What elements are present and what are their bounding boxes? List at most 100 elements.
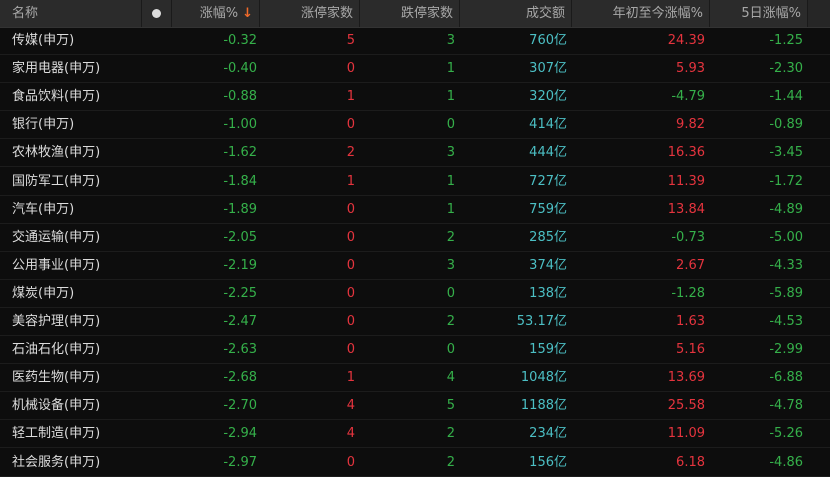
table-row[interactable]: 交通运输(申万) -2.05 0 2 285亿 -0.73 -5.00 bbox=[0, 224, 830, 252]
cell-ytd: 2.67 bbox=[676, 257, 705, 273]
cell-ytd: 1.63 bbox=[676, 314, 705, 329]
cell-turnover: 759亿 bbox=[529, 201, 567, 217]
column-header-dot[interactable] bbox=[142, 0, 172, 27]
cell-up: 0 bbox=[346, 285, 355, 301]
cell-turnover: 760亿 bbox=[529, 33, 567, 48]
cell-turnover: 1188亿 bbox=[520, 398, 567, 414]
cell-up: 1 bbox=[346, 370, 355, 386]
cell-up: 4 bbox=[346, 398, 355, 414]
header-label: 涨停家数 bbox=[300, 6, 353, 21]
cell-change: -2.68 bbox=[223, 370, 257, 386]
cell-turnover: 374亿 bbox=[529, 257, 567, 273]
cell-turnover: 159亿 bbox=[529, 342, 567, 358]
cell-change: -2.19 bbox=[223, 257, 257, 273]
arrow-down-icon: ↓ bbox=[242, 6, 253, 21]
cell-d5: -4.89 bbox=[769, 201, 803, 217]
cell-name: 家用电器(申万) bbox=[12, 61, 101, 77]
cell-up: 0 bbox=[346, 201, 355, 217]
cell-up: 0 bbox=[346, 454, 355, 470]
cell-up: 2 bbox=[346, 145, 355, 161]
cell-up: 0 bbox=[346, 117, 355, 133]
column-header-turnover[interactable]: 成交额 bbox=[460, 0, 572, 27]
column-header-5day-pct[interactable]: 5日涨幅% bbox=[710, 0, 808, 27]
header-label: 成交额 bbox=[525, 6, 565, 21]
cell-change: -2.05 bbox=[223, 229, 257, 245]
table-row[interactable]: 汽车(申万) -1.89 0 1 759亿 13.84 -4.89 bbox=[0, 196, 830, 224]
table-row[interactable]: 医药生物(申万) -2.68 1 4 1048亿 13.69 -6.88 bbox=[0, 364, 830, 393]
cell-down: 1 bbox=[446, 89, 455, 105]
cell-d5: -1.25 bbox=[769, 33, 803, 48]
cell-name: 交通运输(申万) bbox=[12, 229, 101, 245]
cell-ytd: -1.28 bbox=[671, 285, 705, 301]
cell-ytd: 6.18 bbox=[676, 454, 705, 470]
table-row[interactable]: 国防军工(申万) -1.84 1 1 727亿 11.39 -1.72 bbox=[0, 168, 830, 196]
cell-change: -0.32 bbox=[223, 33, 257, 48]
cell-change: -2.94 bbox=[223, 426, 257, 442]
cell-change: -1.84 bbox=[223, 173, 257, 189]
column-header-limit-down[interactable]: 跌停家数 bbox=[360, 0, 460, 27]
cell-ytd: 5.16 bbox=[676, 342, 705, 358]
cell-down: 1 bbox=[446, 61, 455, 77]
cell-d5: -2.30 bbox=[769, 61, 803, 77]
table-row[interactable]: 轻工制造(申万) -2.94 4 2 234亿 11.09 -5.26 bbox=[0, 420, 830, 449]
cell-ytd: 9.82 bbox=[676, 117, 705, 133]
column-header-change-pct[interactable]: 涨幅% ↓ bbox=[172, 0, 260, 27]
cell-ytd: -4.79 bbox=[671, 89, 705, 105]
cell-turnover: 444亿 bbox=[529, 145, 567, 161]
cell-turnover: 285亿 bbox=[529, 229, 567, 245]
cell-up: 1 bbox=[346, 173, 355, 189]
column-header-name[interactable]: 名称 bbox=[0, 0, 142, 27]
table-row[interactable]: 银行(申万) -1.00 0 0 414亿 9.82 -0.89 bbox=[0, 111, 830, 140]
column-header-ytd-pct[interactable]: 年初至今涨幅% bbox=[572, 0, 710, 27]
cell-up: 0 bbox=[346, 61, 355, 77]
cell-name: 社会服务(申万) bbox=[12, 454, 101, 470]
cell-down: 0 bbox=[446, 117, 455, 133]
cell-d5: -3.45 bbox=[769, 145, 803, 161]
cell-up: 0 bbox=[346, 342, 355, 358]
cell-down: 1 bbox=[446, 201, 455, 217]
header-label: 5日涨幅% bbox=[741, 6, 801, 21]
table-row[interactable]: 公用事业(申万) -2.19 0 3 374亿 2.67 -4.33 bbox=[0, 252, 830, 280]
cell-down: 2 bbox=[446, 426, 455, 442]
cell-turnover: 156亿 bbox=[529, 454, 567, 470]
cell-change: -1.89 bbox=[223, 201, 257, 217]
table-row[interactable]: 农林牧渔(申万) -1.62 2 3 444亿 16.36 -3.45 bbox=[0, 139, 830, 168]
cell-down: 0 bbox=[446, 342, 455, 358]
cell-turnover: 320亿 bbox=[529, 89, 567, 105]
table-row[interactable]: 家用电器(申万) -0.40 0 1 307亿 5.93 -2.30 bbox=[0, 55, 830, 84]
cell-down: 2 bbox=[446, 454, 455, 470]
cell-name: 石油石化(申万) bbox=[12, 342, 101, 358]
cell-name: 煤炭(申万) bbox=[12, 285, 75, 301]
header-label: 跌停家数 bbox=[400, 6, 453, 21]
cell-d5: -5.89 bbox=[769, 285, 803, 301]
cell-down: 0 bbox=[446, 285, 455, 301]
table-row[interactable]: 煤炭(申万) -2.25 0 0 138亿 -1.28 -5.89 bbox=[0, 280, 830, 308]
cell-ytd: 11.09 bbox=[667, 426, 705, 442]
table-header: 名称 涨幅% ↓ 涨停家数 跌停家数 成交额 年初至今涨幅% 5日涨幅% bbox=[0, 0, 830, 28]
table-row[interactable]: 传媒(申万) -0.32 5 3 760亿 24.39 -1.25 bbox=[0, 27, 830, 55]
table-row[interactable]: 社会服务(申万) -2.97 0 2 156亿 6.18 -4.86 bbox=[0, 449, 830, 477]
cell-turnover: 1048亿 bbox=[520, 370, 567, 386]
cell-down: 1 bbox=[446, 173, 455, 189]
table-row[interactable]: 美容护理(申万) -2.47 0 2 53.17亿 1.63 -4.53 bbox=[0, 308, 830, 336]
cell-up: 0 bbox=[346, 229, 355, 245]
cell-name: 传媒(申万) bbox=[12, 33, 75, 48]
cell-name: 美容护理(申万) bbox=[12, 314, 101, 329]
cell-up: 4 bbox=[346, 426, 355, 442]
cell-down: 2 bbox=[446, 229, 455, 245]
cell-name: 国防军工(申万) bbox=[12, 173, 101, 189]
cell-name: 银行(申万) bbox=[12, 117, 75, 133]
cell-d5: -4.78 bbox=[769, 398, 803, 414]
cell-change: -1.62 bbox=[223, 145, 257, 161]
column-header-limit-up[interactable]: 涨停家数 bbox=[260, 0, 360, 27]
table-row[interactable]: 食品饮料(申万) -0.88 1 1 320亿 -4.79 -1.44 bbox=[0, 83, 830, 112]
table-row[interactable]: 机械设备(申万) -2.70 4 5 1188亿 25.58 -4.78 bbox=[0, 392, 830, 421]
table-row[interactable]: 石油石化(申万) -2.63 0 0 159亿 5.16 -2.99 bbox=[0, 336, 830, 365]
cell-ytd: 25.58 bbox=[667, 398, 705, 414]
circle-dot-icon bbox=[152, 9, 161, 18]
cell-change: -0.88 bbox=[223, 89, 257, 105]
cell-change: -2.63 bbox=[223, 342, 257, 358]
header-label: 年初至今涨幅% bbox=[612, 6, 703, 21]
cell-d5: -5.26 bbox=[769, 426, 803, 442]
cell-turnover: 138亿 bbox=[529, 285, 567, 301]
